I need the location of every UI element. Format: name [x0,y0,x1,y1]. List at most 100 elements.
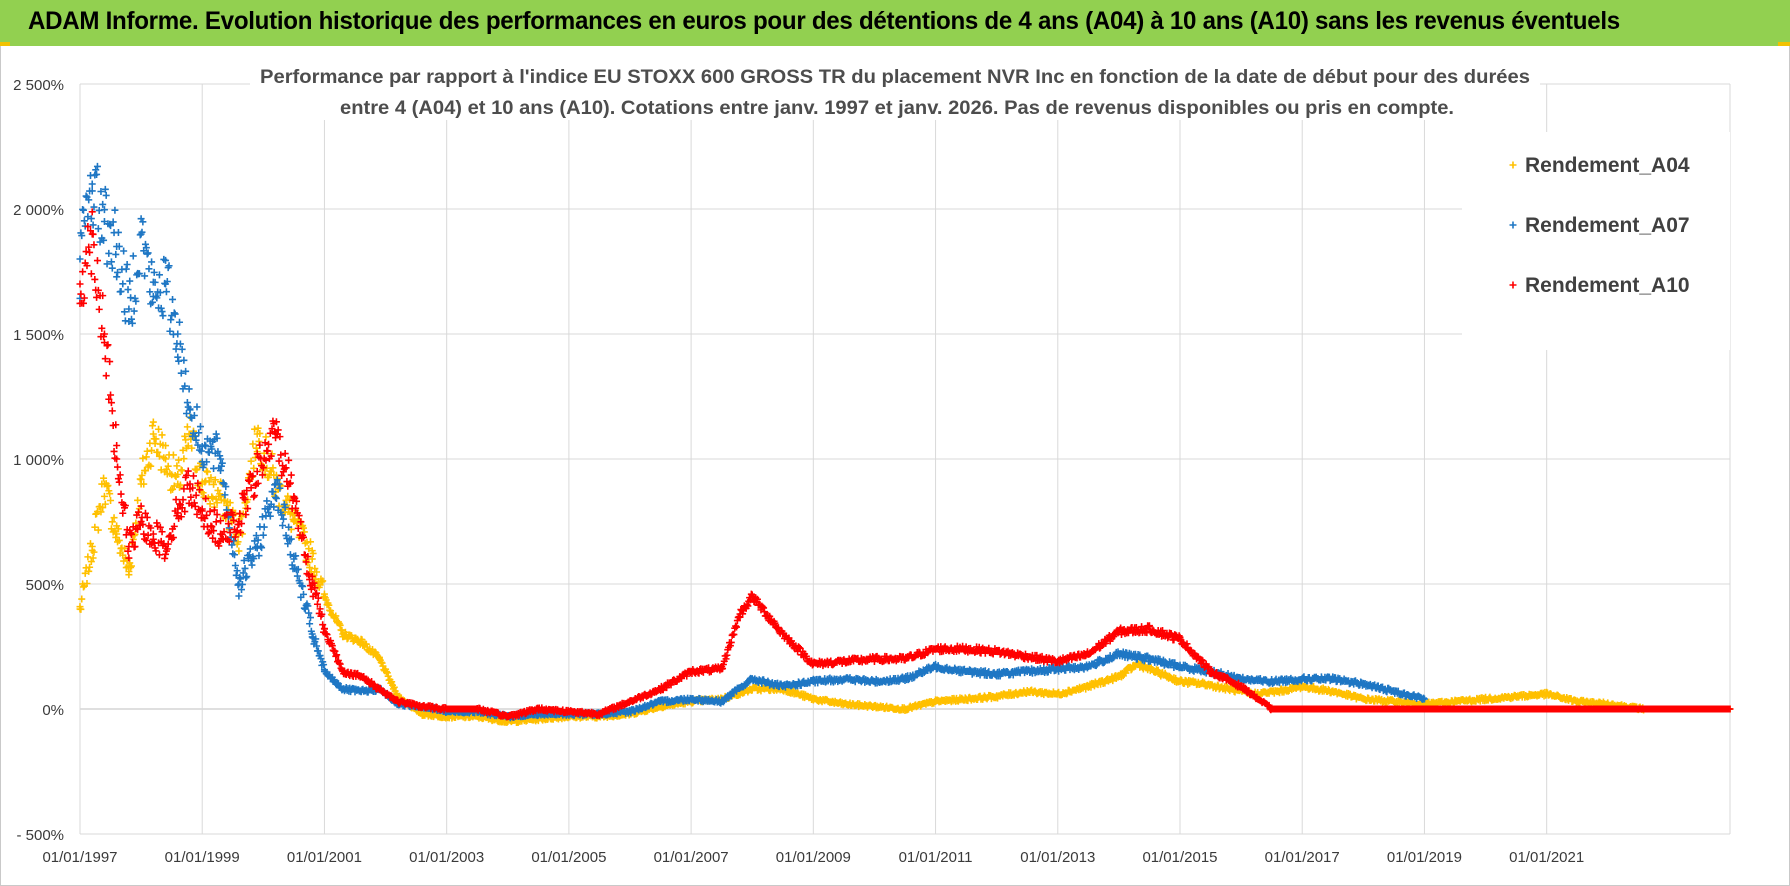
data-point [1329,688,1337,695]
data-point [117,287,125,295]
data-point [1127,666,1135,674]
data-point [183,423,191,431]
data-point [272,494,280,502]
data-point [183,410,191,417]
data-point [100,480,108,488]
data-point [97,508,105,516]
data-point [277,451,285,459]
data-point [174,470,182,478]
data-point [167,316,175,324]
data-point [112,250,120,258]
data-point [218,459,226,467]
points-layer [76,162,1734,727]
data-point [141,467,149,475]
data-point [190,412,198,420]
data-point [93,257,101,265]
data-point [282,496,290,504]
data-point [226,499,234,507]
data-point [237,575,245,583]
data-point [169,451,177,459]
data-point [388,678,396,686]
data-point [221,491,229,499]
data-point [113,273,121,281]
data-point [153,519,161,527]
data-point [143,250,151,258]
data-point [94,225,102,233]
data-point [113,530,121,538]
data-point [293,572,301,580]
data-point [266,512,274,520]
data-point [89,221,97,229]
data-point [85,567,93,575]
data-point [203,467,211,475]
data-point [76,605,84,613]
data-point [216,452,224,460]
data-point [1152,668,1160,675]
data-point [236,574,244,582]
data-point [188,444,196,452]
data-point [142,453,150,461]
data-point [162,455,170,463]
data-point [87,270,95,278]
data-point [123,261,131,269]
data-point [82,192,90,200]
data-point [115,478,123,486]
data-point [109,218,117,226]
data-point [111,206,119,214]
data-point [175,357,183,365]
data-point [107,258,115,266]
data-point [181,432,189,440]
data-point [306,620,314,628]
data-point [1482,695,1490,703]
data-point [253,430,261,438]
data-point [217,493,225,500]
data-point [233,567,241,575]
data-point [327,607,335,615]
data-point [153,294,161,302]
data-point [212,430,220,438]
data-point [89,554,97,562]
page-title: ADAM Informe. Evolution historique des p… [28,7,1620,35]
data-point [205,449,213,457]
data-point [176,318,184,326]
data-point [189,472,197,480]
data-point [1054,690,1062,698]
data-point [157,304,165,312]
data-point [318,578,326,586]
data-point [239,569,247,577]
data-point [255,552,263,560]
data-point [115,536,123,544]
data-point [243,572,251,580]
data-point [180,455,188,463]
data-point [182,367,190,375]
data-point [1225,685,1233,693]
data-point [418,710,426,718]
data-point [1115,673,1123,680]
data-point [134,496,142,504]
data-point [932,698,940,705]
data-point [197,447,205,455]
data-point [103,260,111,268]
data-point [158,308,166,316]
data-point [87,558,95,566]
corner-accent-left [0,42,10,46]
title-banner: ADAM Informe. Evolution historique des p… [0,0,1790,46]
data-point [108,407,116,415]
data-point [162,288,170,296]
scatter-chart: - 500%0%500%1 000%1 500%2 000%2 500%01/0… [13,60,1734,866]
data-point [276,484,284,492]
data-point [181,382,189,390]
data-point [127,563,135,571]
data-point [145,265,153,273]
data-point [158,431,166,439]
data-point [178,467,186,475]
data-point [211,476,219,484]
data-point [90,548,98,556]
data-point [128,562,136,570]
series-Rendement_A07 [76,162,1428,722]
data-point [102,191,110,199]
data-point [90,203,98,211]
data-point [173,462,181,470]
data-point [382,668,390,676]
data-point [165,262,173,270]
